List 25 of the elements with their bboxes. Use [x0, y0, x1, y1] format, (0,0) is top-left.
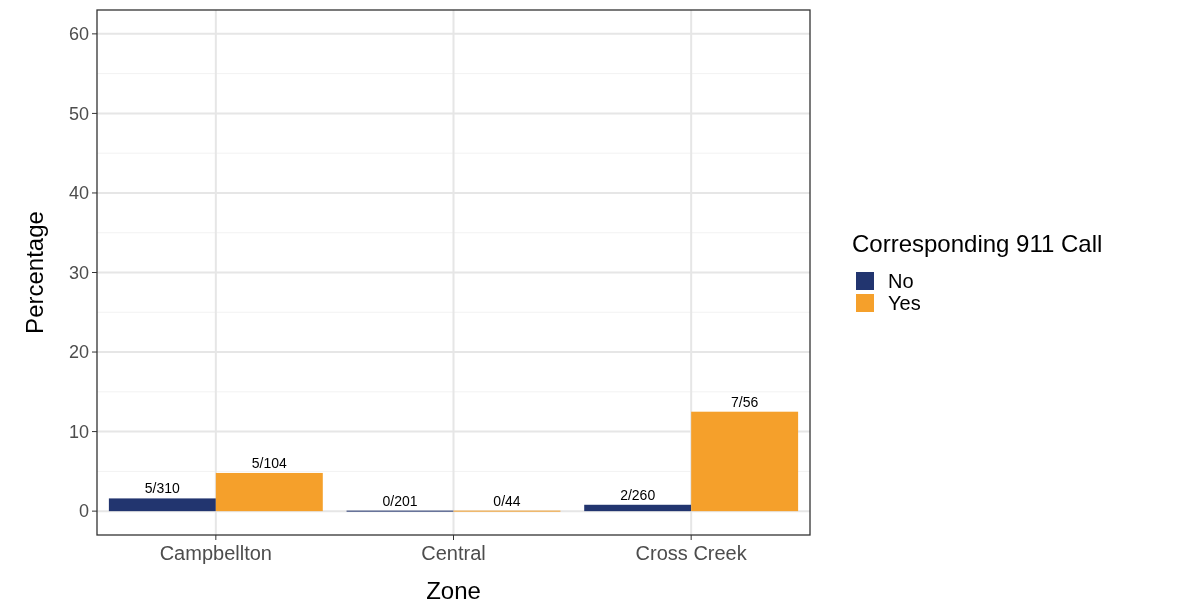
- x-tick-label: Central: [421, 542, 486, 564]
- y-tick-label: 0: [78, 501, 89, 522]
- y-tick-label: 40: [68, 183, 89, 204]
- data-label: 5/104: [251, 454, 288, 471]
- x-tick-label: Campbellton: [159, 542, 272, 564]
- bar: [691, 411, 799, 512]
- bar: [215, 472, 323, 512]
- data-label: 0/44: [493, 493, 521, 510]
- legend-label: No: [888, 270, 914, 292]
- y-tick-label: 30: [68, 262, 89, 283]
- y-tick-label: 60: [68, 24, 89, 45]
- y-axis-title: Percentage: [21, 211, 48, 334]
- x-axis-title: Zone: [426, 577, 481, 604]
- data-label: 0/201: [382, 493, 418, 510]
- data-label: 7/56: [731, 393, 759, 410]
- y-tick-label: 20: [68, 342, 89, 363]
- bar: [584, 504, 692, 512]
- data-label: 2/260: [620, 486, 656, 503]
- x-tick-label: Cross Creek: [635, 542, 748, 564]
- y-tick-label: 50: [68, 103, 89, 124]
- y-tick-label: 10: [68, 421, 89, 442]
- data-label: 5/310: [144, 480, 181, 497]
- bar: [108, 498, 216, 512]
- legend-title: Corresponding 911 Call: [852, 230, 1103, 257]
- legend-label: Yes: [888, 292, 921, 314]
